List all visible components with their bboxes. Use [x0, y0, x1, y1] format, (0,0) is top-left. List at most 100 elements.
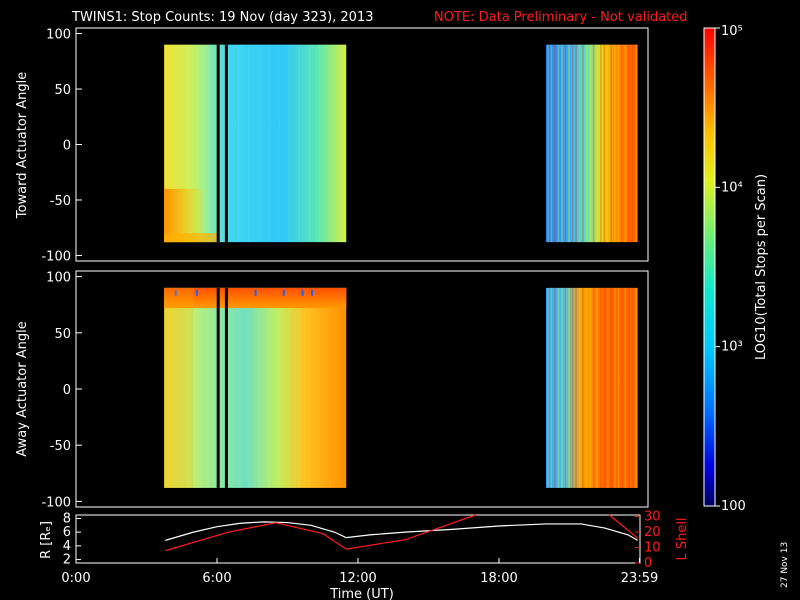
x-tick-label: 0:00 — [61, 571, 90, 586]
texture-stripe — [177, 44, 179, 243]
texture-stripe — [599, 44, 602, 243]
orbit-left-tick-label: 2 — [63, 553, 71, 568]
x-tick-label: 23:59 — [621, 571, 658, 586]
x-tick-label: 12:00 — [339, 571, 376, 586]
data-gap-2 — [224, 287, 228, 488]
bottom-panel: 100 50 0 -50 -100 Away Actuator Angle — [15, 270, 649, 510]
texture-stripe — [568, 287, 570, 488]
top-y-label: Toward Actuator Angle — [15, 72, 30, 219]
y-tick-label: 100 — [46, 28, 71, 43]
colorbar: 10⁵ 10⁴ 10³ 100 LOG10(Total Stops per Scan) — [703, 24, 769, 514]
colorbar-label: LOG10(Total Stops per Scan) — [754, 174, 769, 360]
y-tick-label: -100 — [41, 495, 71, 510]
texture-stripe — [582, 44, 584, 243]
speck — [254, 289, 257, 296]
texture-stripe — [268, 44, 270, 243]
texture-stripe — [288, 44, 290, 243]
texture-stripe — [554, 287, 556, 488]
texture-stripe — [610, 287, 613, 488]
y-tick-label: 100 — [46, 271, 71, 286]
texture-stripe — [599, 287, 602, 488]
texture-stripe — [568, 44, 570, 243]
colorbar-gradient — [703, 27, 716, 507]
texture-stripe — [258, 44, 260, 243]
x-tick-label: 18:00 — [480, 571, 517, 586]
texture-stripe — [187, 44, 189, 243]
texture-stripe — [578, 287, 581, 488]
orbit-x-axis: 0:00 6:00 12:00 18:00 23:59 — [61, 558, 658, 586]
orbit-left-tick-label: 6 — [63, 525, 71, 540]
texture-stripe — [547, 44, 549, 243]
l-shell-line-2 — [609, 514, 639, 539]
orbit-left-tick-label: 8 — [63, 511, 71, 526]
y-tick-label: -50 — [50, 194, 71, 209]
texture-stripe — [603, 44, 606, 243]
y-tick-label: 50 — [54, 83, 71, 98]
texture-stripe — [561, 287, 563, 488]
orbit-right-tick-label: 0 — [644, 556, 652, 571]
texture-stripe — [248, 44, 250, 243]
texture-stripe — [628, 44, 630, 243]
texture-stripe — [631, 44, 634, 243]
orbit-right-tick-label: 10 — [644, 541, 661, 556]
colorbar-tick-label: 10³ — [721, 340, 743, 355]
speck — [174, 289, 177, 296]
data-note: NOTE: Data Preliminary - Not validated — [434, 10, 688, 25]
texture-stripe — [585, 44, 588, 243]
speck — [195, 289, 198, 296]
y-tick-label: -100 — [41, 249, 71, 264]
texture-stripe — [298, 287, 300, 488]
texture-stripe — [167, 287, 169, 488]
colorbar-tick-label: 10⁴ — [721, 180, 743, 195]
y-tick-label: -50 — [50, 439, 71, 454]
texture-stripe — [339, 44, 341, 243]
texture-stripe — [258, 287, 260, 488]
left-edge-tint — [164, 287, 194, 488]
texture-stripe — [606, 287, 609, 488]
texture-stripe — [550, 287, 553, 488]
texture-stripe — [278, 287, 280, 488]
texture-stripe — [606, 44, 609, 243]
texture-stripe — [575, 287, 577, 488]
data-block-1 — [164, 287, 347, 488]
texture-stripe — [592, 287, 595, 488]
texture-stripe — [564, 287, 567, 488]
texture-stripe — [571, 287, 574, 488]
texture-stripe — [167, 44, 169, 243]
y-tick-label: 50 — [54, 327, 71, 342]
texture-stripe — [554, 44, 556, 243]
colorbar-tick-label: 100 — [721, 499, 746, 514]
top-heatmap — [164, 44, 638, 243]
texture-stripe — [329, 44, 331, 243]
texture-stripe — [308, 287, 311, 488]
texture-stripe — [318, 287, 321, 488]
texture-stripe — [585, 287, 588, 488]
speck — [282, 289, 285, 296]
texture-stripe — [631, 287, 634, 488]
texture-stripe — [268, 287, 270, 488]
texture-stripe — [582, 287, 584, 488]
texture-stripe — [288, 287, 290, 488]
data-gap-2 — [224, 44, 228, 243]
texture-stripe — [603, 287, 606, 488]
orbit-right-tick-label: 20 — [644, 525, 661, 540]
texture-stripe — [227, 287, 230, 488]
orbit-lines — [165, 514, 639, 552]
texture-stripe — [207, 287, 209, 488]
top-band — [164, 287, 347, 309]
texture-stripe — [589, 287, 591, 488]
texture-stripe — [610, 44, 613, 243]
texture-stripe — [237, 44, 240, 243]
orbit-left-tick-label: 4 — [63, 539, 71, 554]
texture-stripe — [571, 44, 574, 243]
orbit-y-label-left: R [Rₑ] — [39, 521, 54, 559]
texture-stripe — [624, 287, 627, 488]
texture-stripe — [628, 287, 630, 488]
texture-stripe — [592, 44, 595, 243]
texture-stripe — [614, 287, 616, 488]
texture-stripe — [614, 44, 616, 243]
bottom-y-axis: 100 50 0 -50 -100 — [41, 271, 82, 510]
